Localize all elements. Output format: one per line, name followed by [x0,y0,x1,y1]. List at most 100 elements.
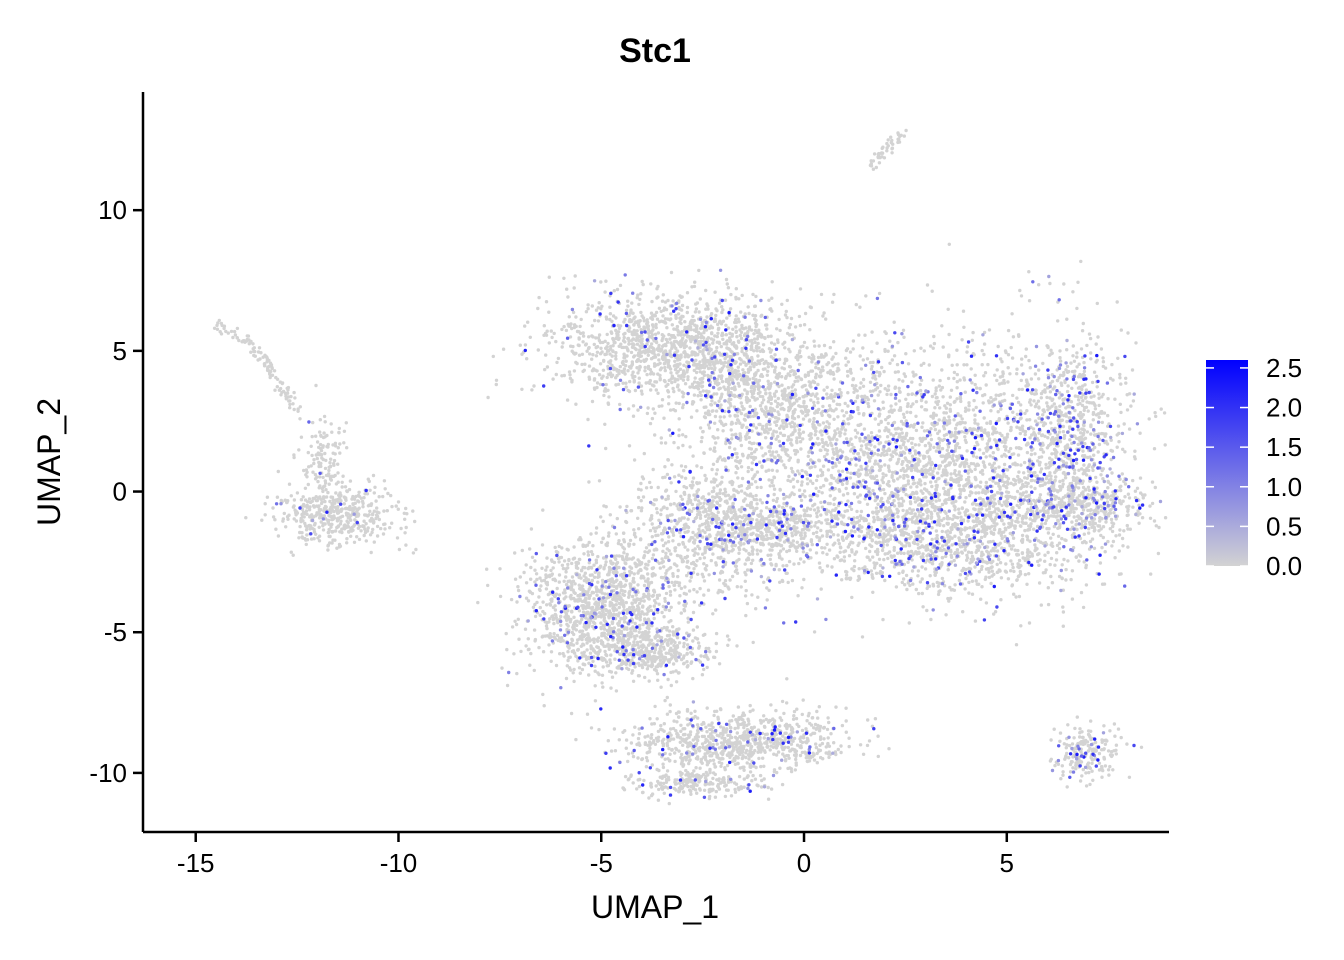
cell-point [925,450,929,455]
cell-point [794,393,798,397]
cell-point [857,534,861,538]
cell-point [846,491,850,496]
cell-point [693,280,697,284]
cell-point [1050,541,1054,545]
cell-point [929,472,933,476]
cell-point [740,452,745,456]
cell-point [637,381,641,385]
cell-point [602,359,606,363]
cell-point [544,300,549,304]
cell-point [640,279,644,284]
cell-point [911,446,915,450]
cell-point [869,443,873,447]
cell-point [371,473,376,478]
cell-point [929,463,933,467]
cell-point [725,346,729,350]
cell-point [901,450,905,454]
cell-point [851,339,856,343]
cell-point [831,399,836,403]
cell-point [1006,421,1010,425]
cell-point [395,536,400,540]
cell-point [286,517,290,521]
cell-point [772,487,777,491]
cell-point [830,388,834,392]
cell-point [766,369,770,373]
cell-point [276,469,280,474]
cell-point [289,550,293,554]
cell-point [906,402,910,406]
cell-point [970,381,974,385]
cell-point [741,407,745,412]
cell-point [861,358,865,362]
cell-point [340,507,344,511]
cell-point [645,411,650,416]
cell-point [291,553,295,557]
cell-point [565,287,569,291]
cell-point [924,471,928,475]
cell-point [1110,362,1114,367]
cell-point [763,452,768,456]
cell-point [292,455,296,460]
cell-point [609,374,614,379]
cell-point [885,543,889,547]
cell-point [696,394,700,398]
cell-point [752,457,756,462]
cell-point [355,507,359,511]
cell-point [627,444,632,448]
cell-point [390,521,394,525]
cell-point [604,352,608,356]
cell-point [904,433,908,438]
cell-point [822,388,826,392]
cell-point [834,407,838,411]
cell-point [747,446,751,451]
cell-point [935,471,940,475]
cell-point [322,514,326,518]
cell-point [718,369,723,374]
cell-point [338,530,342,534]
cell-point [884,331,888,336]
cell-point [791,411,795,416]
cell-point [709,402,713,407]
cell-point [830,565,834,569]
cell-point [724,277,729,282]
cell-point [1044,462,1048,467]
cell-point [883,578,887,583]
cell-point [354,494,358,499]
cell-point [1039,603,1044,607]
cell-point [858,386,862,390]
cell-point [610,354,614,358]
cell-point [260,518,264,522]
cell-point [923,443,928,448]
cell-point [877,414,881,418]
cell-point [886,483,890,487]
cell-point [960,417,964,421]
cell-point [869,159,873,163]
cell-point [650,317,655,321]
cell-point [491,354,495,359]
cell-point [285,500,289,505]
cell-point [720,422,724,426]
cell-point [1051,532,1055,536]
cell-point [982,416,986,420]
cell-point [317,539,322,543]
cell-point [890,147,894,151]
cell-point [571,344,575,349]
cell-point [631,376,635,380]
cell-point [717,381,721,386]
cell-point [377,511,381,515]
cell-point [348,514,352,518]
cell-point [673,367,678,372]
cell-point [813,433,817,437]
cell-point [579,317,583,322]
cell-point [650,323,655,327]
cell-point [961,309,966,313]
cell-point [846,499,850,503]
cell-point [1149,572,1153,576]
cell-point [581,340,585,344]
cell-point [669,481,673,485]
cell-point [367,513,371,517]
cell-point [298,405,302,409]
cell-point [646,406,650,410]
cell-point [530,388,534,392]
cell-point [715,345,719,350]
